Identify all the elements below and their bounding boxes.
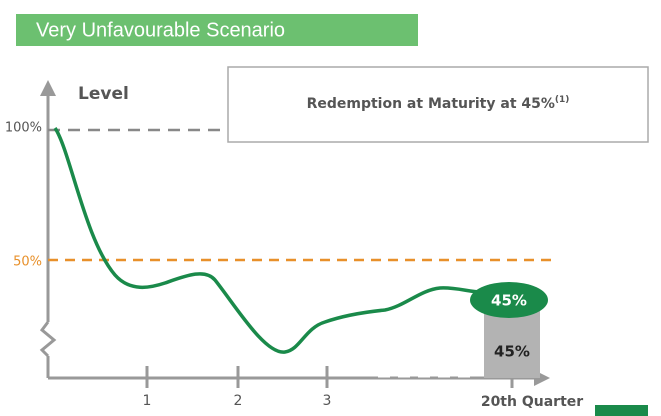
title: Very Unfavourable Scenario xyxy=(36,19,285,41)
callout-box xyxy=(227,66,649,143)
bubble-label: 45% xyxy=(491,292,527,310)
y-arrow xyxy=(40,80,56,96)
axis-break xyxy=(39,321,57,358)
callout-main: Redemption at Maturity at 45% xyxy=(307,96,555,112)
y-axis-label: Level xyxy=(78,84,129,104)
x-label: 2 xyxy=(234,393,243,409)
x-label: 3 xyxy=(323,393,332,409)
bar-label: 45% xyxy=(494,343,530,361)
callout-text: Redemption at Maturity at 45%(1) xyxy=(307,95,570,113)
scenario-curve xyxy=(53,127,481,354)
corner-mark xyxy=(595,405,648,416)
level-label: 100% xyxy=(5,121,42,136)
title-box xyxy=(16,14,418,46)
x-label: 20th Quarter xyxy=(481,394,583,410)
x-label: 1 xyxy=(143,393,152,409)
footnote: (1) xyxy=(555,95,570,105)
level-label: 50% xyxy=(13,255,42,270)
final-bubble xyxy=(470,282,548,318)
